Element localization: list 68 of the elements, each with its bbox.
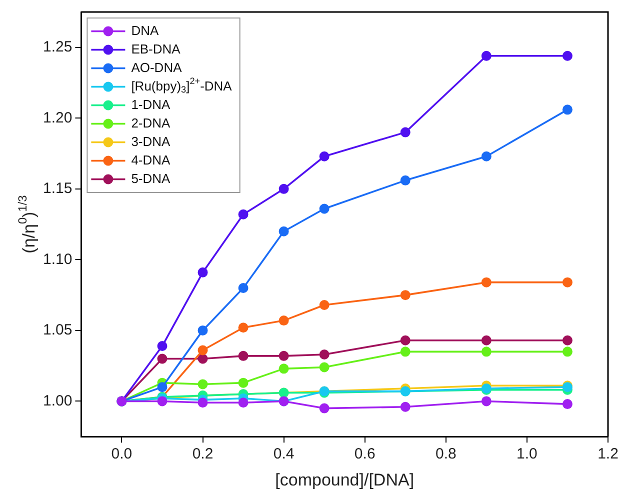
point: [481, 346, 492, 357]
x-tick-label: 0.8: [435, 446, 456, 463]
x-tick-label: 0.0: [111, 446, 132, 463]
point: [319, 151, 330, 162]
x-axis-title: [compound]/[DNA]: [275, 470, 414, 490]
point: [319, 362, 330, 372]
point: [400, 335, 410, 346]
legend-label: 3-DNA: [131, 134, 171, 149]
point: [278, 226, 289, 236]
point: [481, 50, 492, 61]
legend-label: 5-DNA: [131, 170, 171, 186]
point: [481, 396, 492, 406]
point: [238, 282, 248, 293]
point: [238, 378, 248, 388]
point: [157, 341, 168, 352]
point: [238, 398, 248, 408]
point: [157, 354, 168, 364]
y-tick-label: 1.15: [42, 180, 72, 198]
point: [481, 335, 492, 346]
point: [238, 350, 248, 361]
point: [278, 364, 289, 374]
point: [400, 346, 410, 357]
point: [562, 346, 572, 357]
point: [481, 277, 492, 288]
x-tick-label: 0.4: [273, 446, 294, 463]
y-tick-label: 1.25: [42, 38, 72, 56]
point: [198, 345, 208, 356]
point: [319, 350, 330, 360]
point: [238, 322, 248, 333]
legend-label: 4-DNA: [131, 152, 171, 168]
y-tick-label: 1.20: [42, 109, 72, 126]
y-tick-label: 1.10: [42, 250, 72, 268]
point: [400, 127, 410, 138]
point: [481, 151, 492, 162]
point: [562, 335, 572, 346]
point: [157, 382, 168, 392]
point: [562, 399, 572, 410]
x-tick-label: 0.6: [354, 446, 376, 463]
y-tick-label: 1.05: [42, 322, 72, 339]
point: [198, 379, 208, 390]
point: [562, 50, 572, 61]
point: [319, 300, 330, 310]
point: [400, 402, 410, 412]
point: [198, 398, 208, 408]
point: [278, 184, 289, 194]
point: [562, 277, 572, 288]
y-axis-title: (η/η0)1/3: [15, 194, 39, 254]
legend-label: EB-DNA: [131, 41, 181, 56]
legend-label: AO-DNA: [131, 60, 182, 75]
point: [278, 316, 289, 326]
legend-label: 2-DNA: [131, 115, 171, 130]
point: [278, 350, 289, 361]
legend-label: 1-DNA: [131, 96, 171, 112]
point: [400, 290, 410, 300]
point: [319, 403, 330, 414]
point: [400, 175, 410, 186]
point: [198, 325, 208, 336]
point: [562, 104, 572, 115]
point: [238, 209, 248, 220]
x-tick-label: 1.0: [516, 446, 538, 463]
point: [157, 396, 168, 406]
legend-label: DNA: [131, 22, 159, 38]
x-tick-label: 0.2: [192, 446, 214, 463]
point: [198, 267, 208, 278]
point: [198, 354, 208, 364]
y-tick-label: 1.00: [42, 392, 72, 410]
point: [319, 204, 330, 214]
x-tick-label: 1.2: [598, 446, 618, 463]
